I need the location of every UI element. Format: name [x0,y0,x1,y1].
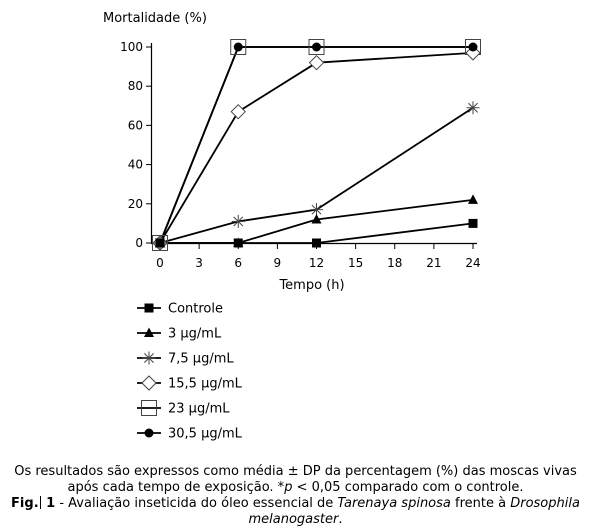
legend-marker [144,327,154,337]
legend-item: 3 μg/mL [137,327,222,342]
legend-label: 7,5 μg/mL [168,352,234,367]
y-tick-label: 60 [128,118,143,132]
legend-label: 3 μg/mL [168,327,222,342]
diamond-marker [308,54,325,71]
circle-marker [468,42,478,52]
series-line [159,107,474,244]
chart-data-points [152,39,481,251]
circle-marker [312,42,321,52]
y-axis-title: Mortalidade (%) [103,11,207,26]
text-cursor [39,496,41,509]
square-marker [312,238,321,248]
series-line [159,51,474,244]
legend-marker [144,428,154,438]
y-tick-label: 0 [135,236,143,250]
data-point [468,218,478,228]
data-point [466,101,480,115]
circle-marker [233,42,243,52]
data-point [308,39,325,55]
legend-label: 23 μg/mL [168,402,230,417]
x-axis-title: Tempo (h) [278,278,344,293]
data-point [312,42,321,52]
x-tick-label: 18 [387,256,402,270]
diamond-marker [230,103,246,120]
x-tick-label: 9 [274,256,282,270]
data-point [155,238,165,248]
triangle-marker [468,194,478,204]
legend-item: 7,5 μg/mL [137,351,234,367]
x-tick-label: 24 [465,256,480,270]
open-square-marker [230,39,247,55]
y-tick-label: 40 [128,158,143,172]
data-point [312,238,321,248]
caption-title-part-2: frente à [450,496,511,511]
data-point [230,39,247,55]
square-marker [233,238,243,248]
x-tick-label: 3 [195,256,203,270]
notes-p-symbol: p [284,480,293,495]
series-line [159,46,473,244]
data-point [231,214,245,228]
data-point [468,42,478,52]
diamond-marker [141,375,157,391]
asterisk-stroke [233,216,244,227]
asterisk-stroke [311,204,322,215]
triangle-marker [144,327,154,337]
legend-marker [142,351,156,365]
legend-marker [144,303,154,313]
legend-marker [141,400,157,416]
notes-line-2a: após cada tempo de exposição. * [67,480,285,495]
caption-species: Tarenaya spinosa [337,496,451,511]
caption-title-part-1: - Avaliação inseticida do óleo essencial… [55,496,338,511]
chart-axes: 0 20 40 60 80 100 0 3 6 9 12 15 18 21 24 Mortalidade (%… [103,11,481,293]
legend-label: 15,5 μg/mL [168,377,243,392]
chart-legend: Controle 3 μg/mL 7,5 μg/mL 15,5 μg/mL 23 μg/… [137,302,243,442]
data-point [311,213,322,224]
legend-item: 23 μg/mL [137,400,230,417]
x-tick-label: 12 [309,256,324,270]
caption-species-2: melanogaster [248,512,339,527]
data-point [468,194,478,204]
chart-series-lines [159,46,474,244]
legend-label: Controle [168,302,223,317]
x-tick-label: 15 [348,256,363,270]
data-point [230,103,246,120]
x-tick-label: 21 [426,256,441,270]
x-tick-label: 6 [234,256,242,270]
circle-marker [155,238,165,248]
legend-marker [141,375,157,391]
figure-number: 1 [41,496,56,511]
legend-item: 30,5 μg/mL [137,427,243,442]
asterisk-stroke [144,353,154,363]
square-marker [468,218,478,228]
open-square-marker [308,39,325,55]
figure-caption: Fig. 1 - Avaliação inseticida do óleo es… [0,496,591,528]
notes-line-2b: < 0,05 comparado com o controle. [292,480,524,495]
square-marker [144,303,154,313]
series-line [160,222,474,244]
data-point [308,54,325,71]
legend-item: 15,5 μg/mL [137,375,243,392]
asterisk-stroke [468,102,478,113]
caption-title-end: . [338,512,343,527]
x-tick-label: 0 [156,256,164,270]
figure-label: Fig. [11,496,39,511]
legend-label: 30,5 μg/mL [168,427,243,442]
circle-marker [144,428,154,438]
data-point [233,238,243,248]
triangle-marker [311,213,322,224]
y-tick-label: 100 [120,40,143,54]
y-tick-label: 20 [128,197,143,211]
mortality-line-chart: 0 20 40 60 80 100 0 3 6 9 12 15 18 21 24 Mortalidade (%… [103,11,481,442]
y-tick-label: 80 [128,79,143,93]
caption-genus: Drosophila [510,496,580,511]
legend-item: Controle [137,302,223,317]
notes-line-1: Os resultados são expressos como média ±… [14,464,577,479]
open-square-marker [141,400,157,416]
figure-notes: Os resultados são expressos como média ±… [0,464,591,496]
data-point [233,42,243,52]
